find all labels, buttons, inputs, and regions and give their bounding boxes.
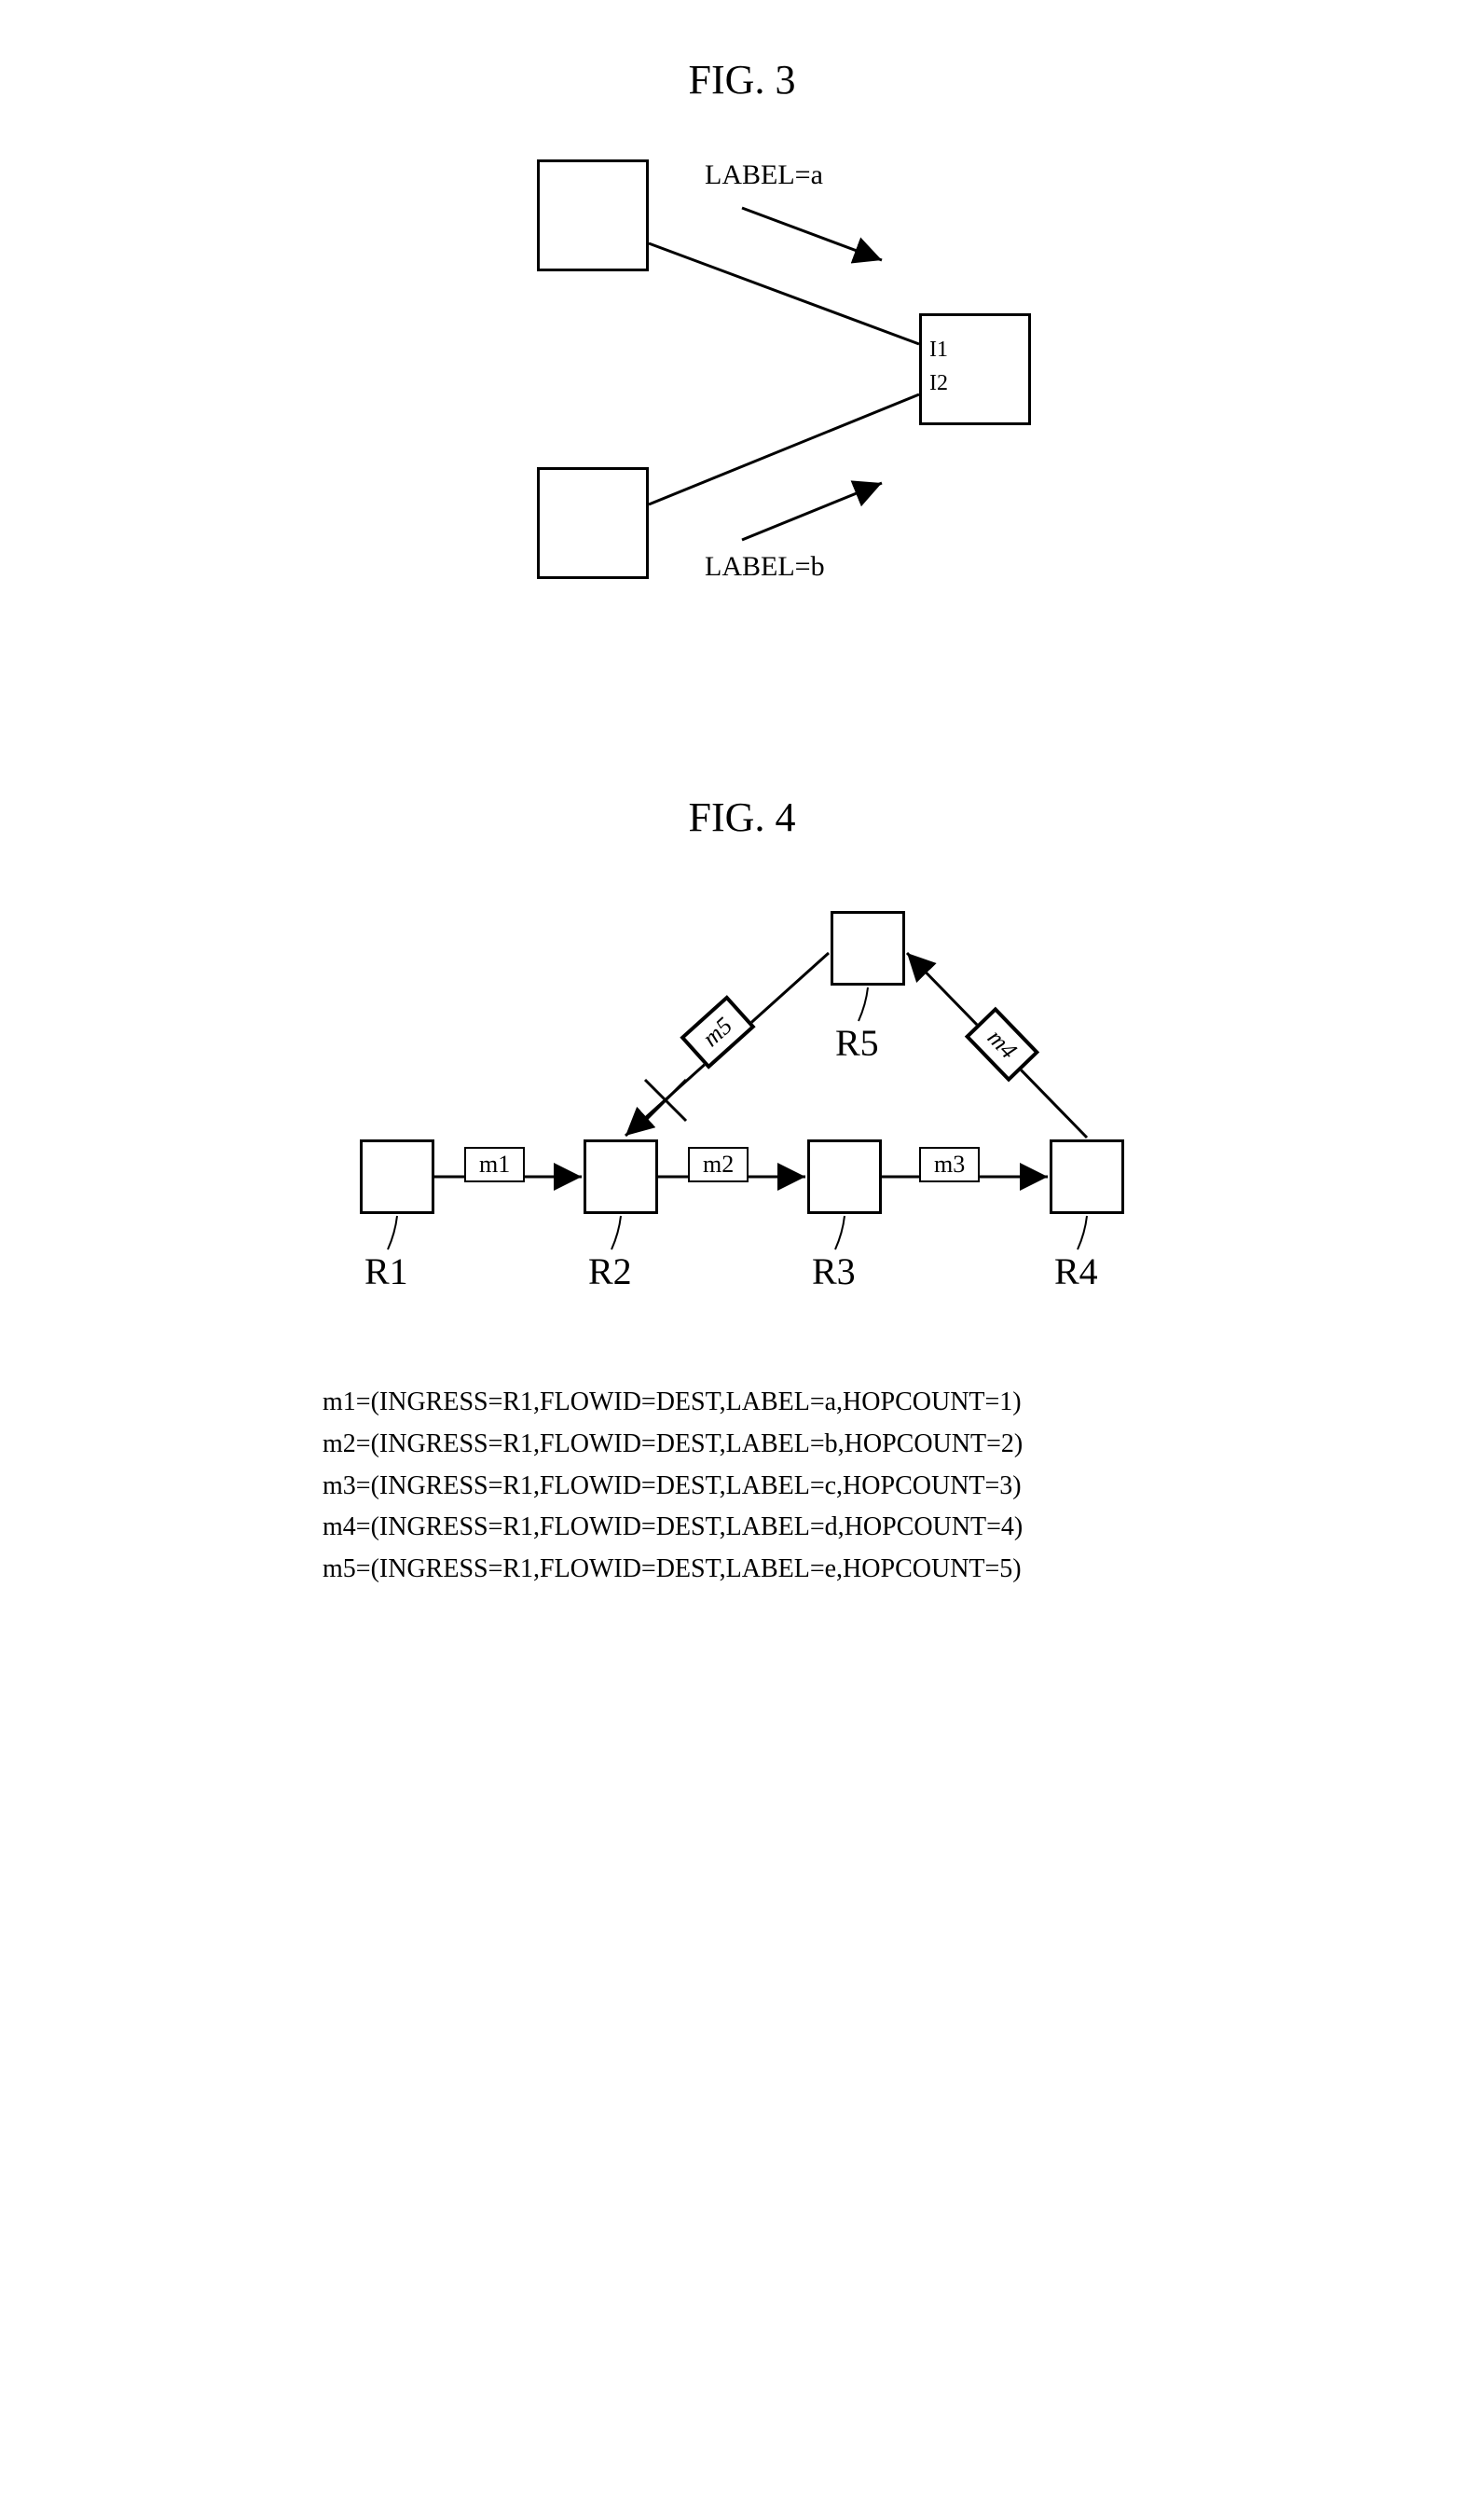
fig4-m1-def: m1=(INGRESS=R1,FLOWID=DEST,LABEL=a,HOPCO…: [323, 1382, 1161, 1424]
fig3-dest-i2: I2: [929, 366, 1021, 400]
fig4-msg-m2: m2: [688, 1147, 749, 1182]
fig4-node-r4: [1050, 1139, 1124, 1214]
figure-3-diagram: I1 I2 LABEL=a LABEL=b: [416, 159, 1068, 626]
figure-4-diagram: m1 m2 m3 m4 m5 R1 R2 R3 R4 R5: [323, 897, 1161, 1363]
fig4-node-r5: [831, 911, 905, 986]
fig4-msg-m1: m1: [464, 1147, 525, 1182]
figure-3-title: FIG. 3: [37, 56, 1447, 104]
fig4-m4-def: m4=(INGRESS=R1,FLOWID=DEST,LABEL=d,HOPCO…: [323, 1507, 1161, 1549]
fig4-node-r1: [360, 1139, 434, 1214]
figure-4: FIG. 4: [37, 794, 1447, 1591]
fig4-m5-def: m5=(INGRESS=R1,FLOWID=DEST,LABEL=e,HOPCO…: [323, 1549, 1161, 1591]
fig3-label-a: LABEL=a: [705, 159, 823, 191]
fig4-message-definitions: m1=(INGRESS=R1,FLOWID=DEST,LABEL=a,HOPCO…: [323, 1382, 1161, 1591]
fig4-label-r3: R3: [812, 1249, 856, 1293]
figure-3: FIG. 3 I1 I2 LABEL=a LABEL=b: [37, 56, 1447, 626]
fig3-label-b: LABEL=b: [705, 551, 825, 583]
fig4-label-r1: R1: [364, 1249, 408, 1293]
fig3-source-top: [537, 159, 649, 271]
fig4-label-r5: R5: [835, 1021, 879, 1065]
figure-4-title: FIG. 4: [37, 794, 1447, 841]
fig4-m2-def: m2=(INGRESS=R1,FLOWID=DEST,LABEL=b,HOPCO…: [323, 1424, 1161, 1466]
fig3-source-bottom: [537, 467, 649, 579]
fig4-node-r2: [584, 1139, 658, 1214]
fig3-dest-i1: I1: [929, 333, 1021, 366]
fig4-msg-m3: m3: [919, 1147, 980, 1182]
fig4-label-r4: R4: [1054, 1249, 1098, 1293]
fig4-label-r2: R2: [588, 1249, 632, 1293]
fig3-dest-node: I1 I2: [919, 313, 1031, 425]
fig4-m3-def: m3=(INGRESS=R1,FLOWID=DEST,LABEL=c,HOPCO…: [323, 1466, 1161, 1508]
fig4-node-r3: [807, 1139, 882, 1214]
figure-4-edges: [323, 897, 1161, 1363]
